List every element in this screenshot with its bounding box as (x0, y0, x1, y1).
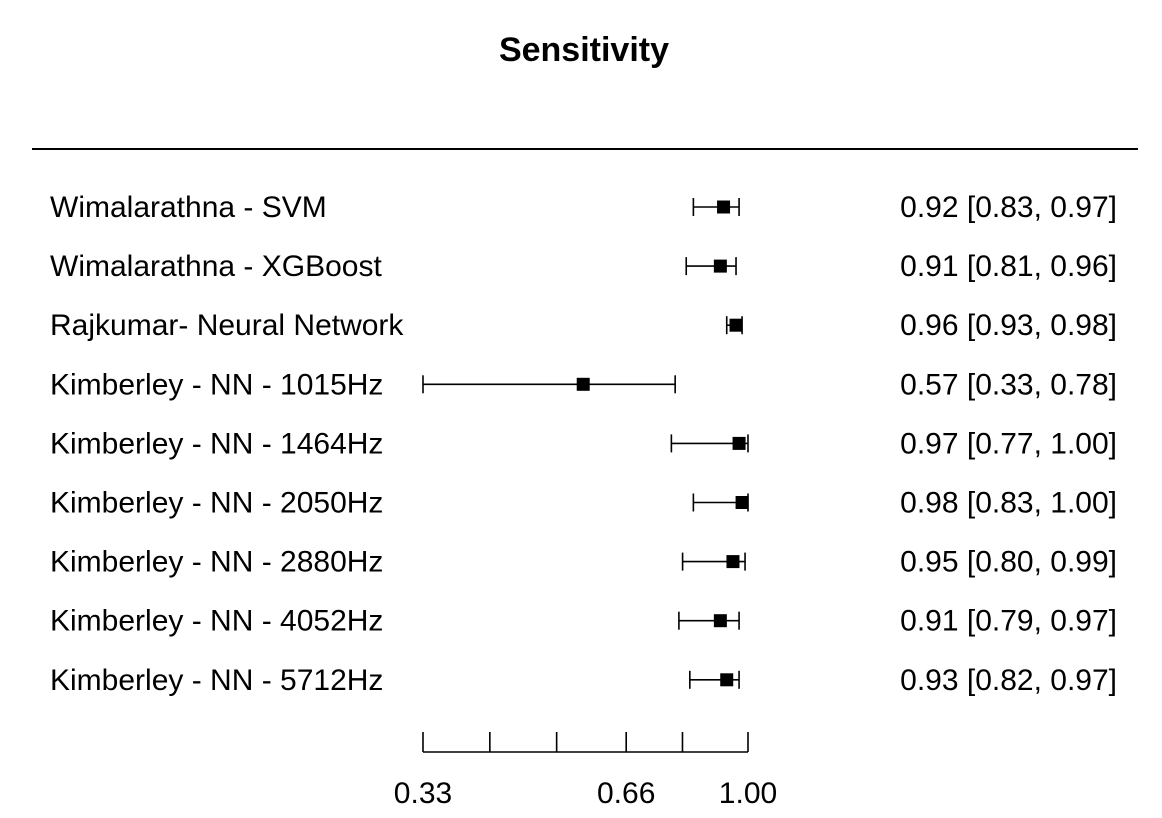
ci-text: 0.92 [0.83, 0.97] (900, 191, 1117, 224)
point-estimate-marker (726, 555, 740, 569)
chart-title: Sensitivity (499, 31, 669, 69)
row-label: Kimberley - NN - 5712Hz (50, 664, 383, 697)
x-tick-label: 1.00 (719, 777, 777, 810)
row-label: Kimberley - NN - 4052Hz (50, 605, 383, 638)
point-estimate-marker (720, 673, 734, 687)
ci-text: 0.97 [0.77, 1.00] (900, 427, 1117, 460)
point-estimate-marker (576, 377, 590, 391)
x-axis: 0.33 0.66 1.00 (394, 732, 777, 810)
row-label: Rajkumar- Neural Network (50, 309, 404, 342)
forest-row: Rajkumar- Neural Network 0.96 [0.93, 0.98… (50, 309, 1117, 342)
point-estimate-marker (735, 496, 749, 509)
ci-text: 0.96 [0.93, 0.98] (900, 309, 1117, 342)
point-estimate-marker (713, 614, 727, 628)
point-estimate-marker (732, 436, 746, 450)
row-label: Kimberley - NN - 2880Hz (50, 546, 383, 579)
forest-row: Kimberley - NN - 1015Hz 0.57 [0.33, 0.78] (50, 368, 1117, 401)
point-estimate-marker (729, 318, 743, 332)
ci-text: 0.95 [0.80, 0.99] (900, 546, 1117, 579)
forest-row: Wimalarathna - SVM 0.92 [0.83, 0.97] (50, 191, 1117, 224)
point-estimate-marker (713, 259, 727, 273)
forest-row: Kimberley - NN - 5712Hz 0.93 [0.82, 0.97] (50, 664, 1117, 697)
x-tick-label: 0.33 (394, 777, 452, 810)
ci-text: 0.93 [0.82, 0.97] (900, 664, 1117, 697)
point-estimate-marker (717, 200, 731, 214)
row-label: Wimalarathna - SVM (50, 191, 327, 224)
row-label: Kimberley - NN - 2050Hz (50, 487, 383, 520)
forest-row: Kimberley - NN - 2050Hz 0.98 [0.83, 1.00] (50, 487, 1117, 520)
forest-row: Kimberley - NN - 2880Hz 0.95 [0.80, 0.99] (50, 546, 1117, 579)
ci-text: 0.98 [0.83, 1.00] (900, 487, 1117, 520)
ci-text: 0.91 [0.81, 0.96] (900, 250, 1117, 283)
forest-row: Kimberley - NN - 1464Hz 0.97 [0.77, 1.00] (50, 427, 1117, 460)
rows-layer: Wimalarathna - SVM 0.92 [0.83, 0.97]Wimal… (50, 191, 1117, 697)
forest-row: Kimberley - NN - 4052Hz 0.91 [0.79, 0.97] (50, 605, 1117, 638)
row-label: Kimberley - NN - 1464Hz (50, 427, 383, 460)
row-label: Kimberley - NN - 1015Hz (50, 368, 383, 401)
ci-text: 0.91 [0.79, 0.97] (900, 605, 1117, 638)
forest-row: Wimalarathna - XGBoost 0.91 [0.81, 0.96] (50, 250, 1117, 283)
ci-text: 0.57 [0.33, 0.78] (900, 368, 1117, 401)
x-tick-label: 0.66 (597, 777, 655, 810)
row-label: Wimalarathna - XGBoost (50, 250, 382, 283)
